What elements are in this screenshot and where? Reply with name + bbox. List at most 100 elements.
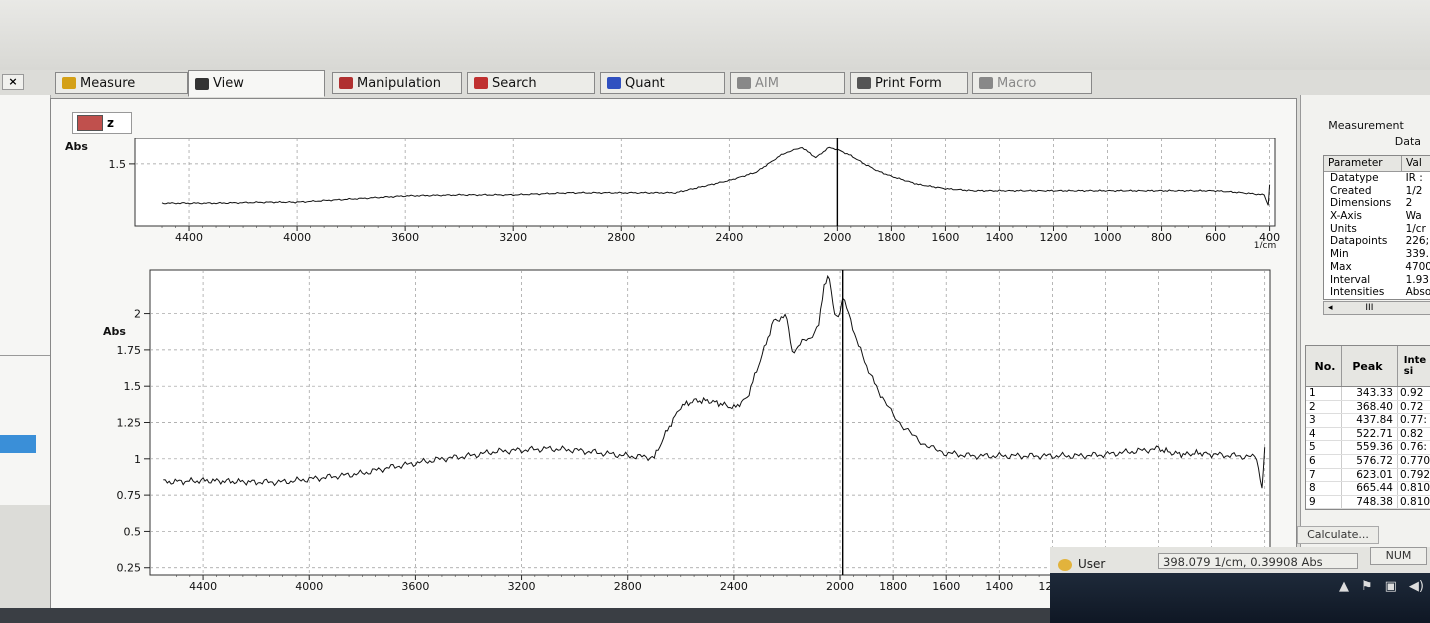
peak-row[interactable]: 3 437.84 0.77: (1306, 414, 1430, 428)
parameter-row[interactable]: Units 1/cr (1324, 223, 1430, 236)
peak-wavenumber: 623.01 (1342, 468, 1398, 482)
y-tick-label: 0.5 (124, 525, 142, 538)
tab-label: Search (492, 75, 537, 91)
peak-number: 3 (1306, 414, 1342, 427)
spectrum-line[interactable] (161, 146, 1271, 206)
tab-label: Measure (80, 75, 136, 91)
calculate-button[interactable]: Calculate... (1297, 526, 1379, 544)
parameter-name: Min (1330, 248, 1349, 261)
measurement-subtitle: Data (1394, 135, 1421, 148)
x-tick-label: 3600 (401, 580, 429, 593)
tab-view[interactable]: View (188, 70, 325, 97)
zoom-tool-button[interactable]: z (72, 112, 132, 134)
x-tick-label: 600 (1205, 231, 1226, 244)
parameter-row[interactable]: Dimensions 2 (1324, 197, 1430, 210)
parameter-value: 2 (1405, 197, 1413, 210)
peak-row[interactable]: 8 665.44 0.810 (1306, 482, 1430, 496)
tab-print-form[interactable]: Print Form (850, 72, 968, 94)
y-tick-label: 1.5 (124, 380, 142, 393)
parameter-value: 339. (1405, 248, 1429, 261)
x-tick-label: 1400 (985, 231, 1013, 244)
peak-table: No. Peak Inte si 1 343.33 0.92 2 368.40 0.72 3… (1305, 345, 1430, 511)
peak-wavenumber: 748.38 (1342, 495, 1398, 509)
peak-row[interactable]: 4 522.71 0.82 (1306, 427, 1430, 442)
x-tick-label: 800 (1151, 231, 1172, 244)
scroll-left-icon[interactable]: ◂ (1328, 303, 1333, 313)
value-header[interactable]: Val (1402, 156, 1430, 171)
peak-number: 6 (1306, 454, 1342, 468)
tab-macro[interactable]: Macro (972, 72, 1092, 94)
x-tick-label: 1600 (932, 580, 960, 593)
num-lock-indicator: NUM (1370, 547, 1427, 565)
y-tick-label: 1.5 (109, 158, 127, 171)
peak-row[interactable]: 1 343.33 0.92 (1306, 387, 1430, 401)
parameter-row[interactable]: X-Axis Wa (1324, 210, 1430, 223)
peak-header[interactable]: Peak (1342, 346, 1398, 386)
volume-icon[interactable]: ◀) (1408, 579, 1424, 594)
x-tick-label: 2000 (826, 580, 854, 593)
peak-wavenumber: 576.72 (1342, 454, 1398, 468)
parameter-scrollbar[interactable]: ◂ III (1323, 301, 1430, 315)
tab-measure[interactable]: Measure (55, 72, 188, 94)
tab-aim[interactable]: AIM (730, 72, 845, 94)
x-tick-label: 2400 (720, 580, 748, 593)
peak-row[interactable]: 2 368.40 0.72 (1306, 400, 1430, 415)
parameter-value: 1.93 (1405, 273, 1429, 286)
parameter-name: Intensities (1330, 286, 1385, 299)
x-tick-label: 1800 (879, 580, 907, 593)
parameter-name: Max (1330, 260, 1352, 273)
left-panel-selected-item[interactable] (0, 435, 36, 453)
y-axis-label: Abs (103, 325, 126, 338)
action-center-flag-icon[interactable]: ⚑ (1360, 579, 1373, 594)
parameter-row[interactable]: Interval 1.93 (1324, 274, 1430, 287)
peak-row[interactable]: 5 559.36 0.76: (1306, 441, 1430, 455)
parameter-row[interactable]: Min 339. (1324, 248, 1430, 261)
peak-number: 7 (1306, 468, 1342, 482)
parameter-row[interactable]: Datapoints 226; (1324, 235, 1430, 248)
show-hidden-icons-icon[interactable]: ▲ (1338, 579, 1349, 594)
peak-wavenumber: 368.40 (1342, 400, 1398, 414)
tab-quant[interactable]: Quant (600, 72, 725, 94)
spectrum-line[interactable] (163, 274, 1266, 489)
tab-label: Quant (625, 75, 665, 91)
peak-intensity: 0.72 (1398, 401, 1430, 414)
scroll-thumb-grip[interactable]: III (1365, 303, 1374, 313)
y-tick-label: 0.75 (117, 489, 142, 502)
tab-search[interactable]: Search (467, 72, 595, 94)
peak-row[interactable]: 6 576.72 0.770 (1306, 454, 1430, 469)
macro-icon (979, 77, 993, 89)
manipulation-icon (339, 77, 353, 89)
x-tick-label: 2800 (607, 231, 635, 244)
x-tick-label: 4400 (175, 231, 203, 244)
measurement-title: Measurement (1328, 119, 1404, 132)
main-tab-bar: Measure View Manipulation Search Quant AIM Pri… (50, 68, 1095, 98)
parameter-value: Abso (1405, 286, 1430, 299)
peak-intensity: 0.92 (1398, 387, 1430, 400)
plot-area[interactable] (134, 138, 1276, 227)
x-tick-label: 2800 (614, 580, 642, 593)
parameter-row[interactable]: Created 1/2 (1324, 185, 1430, 198)
peak-number: 2 (1306, 400, 1342, 414)
left-panel-divider (0, 355, 75, 356)
network-icon[interactable]: ▣ (1384, 579, 1397, 594)
peak-intensity: 0.77: (1398, 414, 1430, 427)
tab-manipulation[interactable]: Manipulation (332, 72, 462, 94)
peak-row[interactable]: 9 748.38 0.810 (1306, 495, 1430, 510)
left-side-panel (0, 95, 75, 505)
peak-row[interactable]: 7 623.01 0.792 (1306, 468, 1430, 483)
intensity-header[interactable]: Inte si (1398, 346, 1430, 386)
parameter-row[interactable]: Datatype IR : (1324, 172, 1430, 185)
monitor-bezel-bottom (0, 608, 1050, 623)
parameter-row[interactable]: Max 4700 (1324, 261, 1430, 274)
detail-spectrum-chart[interactable]: 4400 4000 3600 3200 2800 2400 2000 1800 1600 1400… (55, 262, 1285, 597)
peak-no-header[interactable]: No. (1306, 346, 1342, 386)
overview-spectrum-chart[interactable]: 4400 4000 3600 3200 2800 2400 2000 1800 1600 1400… (55, 138, 1285, 248)
close-panel-button[interactable]: × (2, 74, 24, 90)
parameter-value: IR : (1405, 172, 1423, 184)
zoom-spectrum-icon (77, 115, 103, 131)
x-tick-label: 4000 (295, 580, 323, 593)
parameter-row[interactable]: Intensities Abso (1324, 286, 1430, 299)
y-tick-label: 1.75 (117, 344, 142, 357)
parameter-name: Datatype (1330, 172, 1379, 184)
parameter-header[interactable]: Parameter (1324, 156, 1403, 171)
